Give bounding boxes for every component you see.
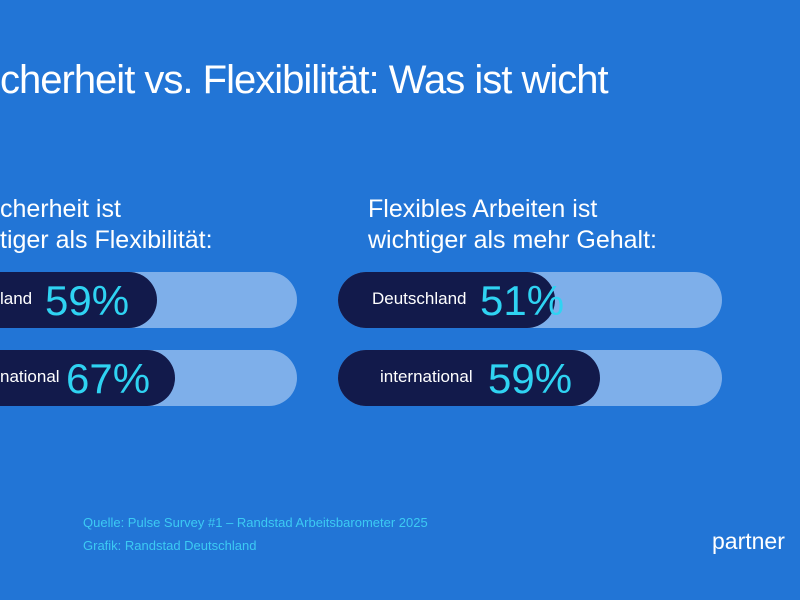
bar-value-label: 59%: [45, 277, 130, 324]
bar-value-label: 67%: [66, 355, 151, 402]
bar-track: land 59%: [0, 272, 297, 328]
right-chart-title: Flexibles Arbeiten ist wichtiger als meh…: [368, 194, 657, 256]
source-note: Quelle: Pulse Survey #1 – Randstad Arbei…: [83, 515, 428, 530]
left-title-line-2: tiger als Flexibilität:: [0, 226, 213, 254]
bar-category-label: Deutschland: [372, 289, 467, 308]
bar-category-label: land: [0, 289, 33, 308]
bar-value-label: 59%: [488, 355, 573, 402]
left-title-line-1: cherheit ist: [0, 195, 121, 223]
bar-category-label: national: [0, 367, 60, 386]
partner-logo: partner: [712, 528, 785, 554]
bar-fill: international 59%: [338, 350, 600, 406]
bar-track: Deutschland 51%: [338, 272, 722, 328]
bar-value-label: 51%: [480, 277, 565, 324]
bar-fill: land 59%: [0, 272, 157, 328]
bar-fill: national 67%: [0, 350, 175, 406]
left-chart-title: cherheit ist tiger als Flexibilität:: [0, 194, 213, 256]
bar-fill: Deutschland 51%: [338, 272, 564, 328]
credit-note: Grafik: Randstad Deutschland: [83, 538, 257, 553]
page-title: cherheit vs. Flexibilität: Was ist wicht: [0, 58, 609, 102]
bar-category-label: international: [380, 367, 473, 386]
right-title-line-2: wichtiger als mehr Gehalt:: [368, 226, 658, 254]
right-title-line-1: Flexibles Arbeiten ist: [368, 195, 598, 223]
bar-track: national 67%: [0, 350, 297, 406]
bar-track: international 59%: [338, 350, 722, 406]
